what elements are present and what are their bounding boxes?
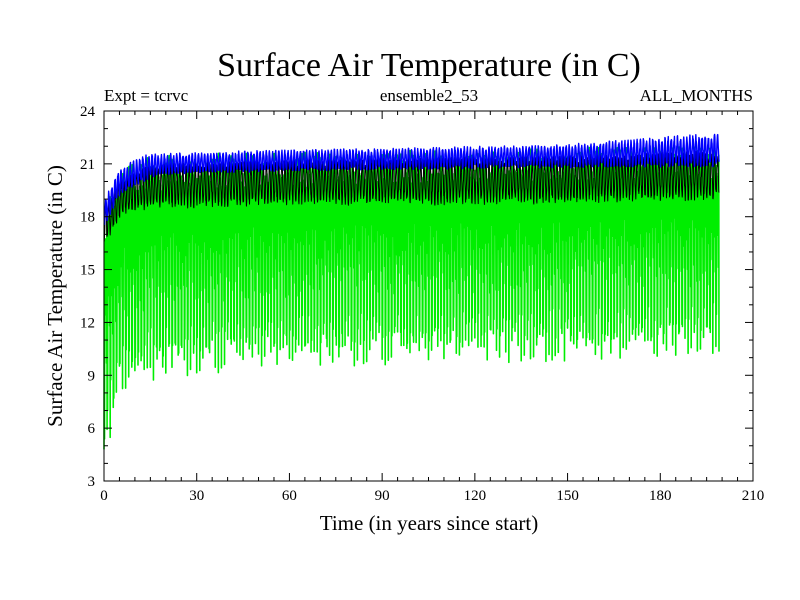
x-tick-label: 0 [100,488,108,504]
x-tick-label: 60 [282,488,297,504]
chart-title: Surface Air Temperature (in C) [217,47,641,84]
x-tick-label: 30 [189,488,204,504]
chart-subtitle-center: ensemble2_53 [380,86,478,105]
chart-subtitle-right: ALL_MONTHS [640,86,753,105]
y-axis-label: Surface Air Temperature (in C) [43,165,67,427]
y-tick-label: 15 [80,263,95,279]
y-axis: 3 6 9 12 15 18 21 24 [80,104,753,490]
x-axis-label: Time (in years since start) [320,511,539,535]
series-line-3 [103,133,720,226]
chart-subtitle-left: Expt = tcrvc [104,86,189,105]
y-tick-label: 3 [88,474,96,490]
series-line-2 [103,150,720,243]
x-axis: 0 30 60 90 120 150 180 210 [100,111,764,504]
y-tick-label: 6 [88,421,96,437]
y-tick-label: 24 [80,104,96,120]
x-tick-label: 120 [464,488,487,504]
y-tick-label: 21 [80,157,95,173]
x-tick-label: 150 [556,488,579,504]
x-tick-label: 210 [742,488,765,504]
plot-series [103,133,720,450]
y-tick-label: 12 [80,315,95,331]
y-tick-label: 9 [88,368,96,384]
series-line-1 [103,146,720,450]
y-tick-label: 18 [80,210,95,226]
x-tick-label: 90 [375,488,390,504]
x-tick-label: 180 [649,488,672,504]
